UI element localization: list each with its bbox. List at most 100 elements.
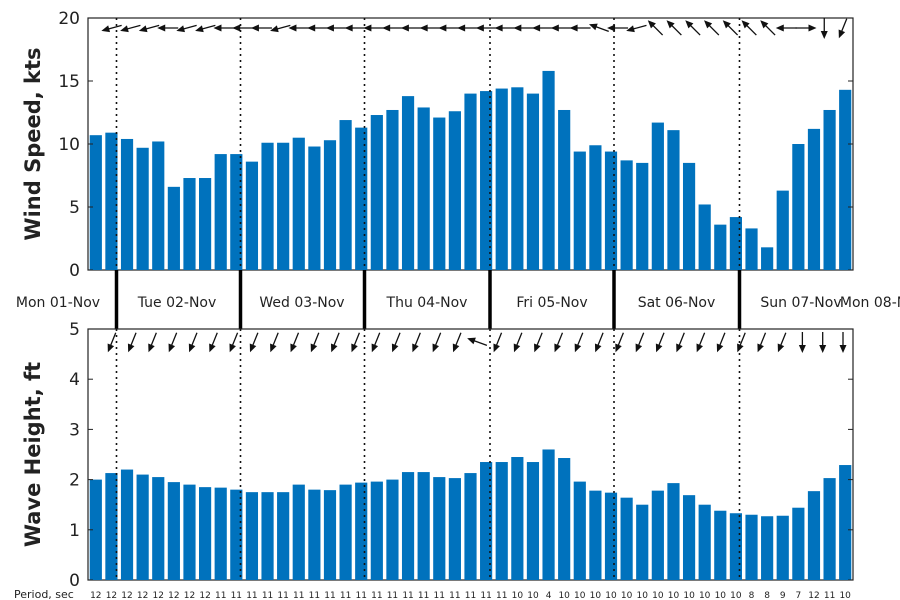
panel-1-direction-arrow-head-30: [714, 343, 723, 353]
panel-0-bar-3: [137, 148, 149, 270]
panel-0-bar-2: [121, 139, 133, 270]
panel-1-direction-arrow-head-12: [348, 343, 357, 353]
panel-1-direction-arrow-34: [799, 332, 806, 353]
panel-0-direction-arrow-head-39: [836, 29, 845, 39]
panel-0-bar-5: [168, 187, 180, 270]
panel-1-bar-38: [683, 495, 695, 580]
panel-0-bar-45: [792, 144, 804, 270]
panel-0-direction-arrow-25: [570, 25, 591, 32]
panel-1-direction-arrow-head-11: [328, 343, 337, 353]
panel-1-direction-arrow-14: [389, 331, 403, 353]
panel-0-direction-arrow-head-19: [457, 25, 465, 32]
panel-0-direction-arrow-2: [138, 22, 160, 34]
panel-1-bar-20: [402, 472, 414, 580]
panel-1-direction-arrow-24: [592, 331, 606, 353]
panel-1-direction-arrow-18: [466, 335, 488, 349]
period-label-33: 10: [605, 591, 617, 600]
period-label-39: 10: [699, 591, 711, 600]
panel-1-direction-arrow-17: [450, 331, 464, 353]
period-label-19: 11: [387, 591, 398, 600]
panel-1-bar-30: [558, 458, 570, 580]
panel-0-direction-arrow-3: [157, 25, 178, 32]
period-label-6: 12: [184, 591, 195, 600]
panel-0-direction-arrow-head-2: [138, 25, 148, 34]
panel-1-bar-28: [527, 462, 539, 580]
panel-0-direction-arrow-9: [269, 22, 291, 34]
panel-0-direction-arrow-38: [821, 18, 828, 39]
panel-1-direction-arrow-head-28: [673, 343, 682, 353]
period-label-43: 8: [764, 591, 770, 600]
panel-1-bar-19: [386, 480, 398, 580]
panel-0-bar-8: [215, 154, 227, 270]
panel-0-direction-arrow-24: [551, 25, 572, 32]
period-label-34: 10: [621, 591, 633, 600]
panel-0-ytick-label-0: 0: [69, 261, 80, 281]
panel-0-bar-17: [355, 128, 367, 270]
period-label-20: 11: [402, 591, 413, 600]
panel-0-direction-arrow-head-15: [382, 25, 390, 32]
panel-1-direction-arrow-16: [430, 331, 444, 353]
panel-0-bar-38: [683, 163, 695, 270]
panel-1-bar-24: [464, 473, 476, 580]
panel-1-direction-arrow-head-2: [145, 343, 154, 353]
marine-forecast-chart: 05101520Wind Speed, kts Mon 01-Nov Tue 02…: [0, 0, 900, 600]
panel-1-direction-arrow-head-20: [511, 343, 520, 353]
panel-0-bar-47: [823, 110, 835, 270]
panel-1-direction-arrow-head-14: [389, 343, 398, 353]
panel-0-bar-15: [324, 140, 336, 270]
period-label-17: 11: [355, 591, 366, 600]
panel-0-ytick-label-15: 15: [58, 72, 80, 92]
panel-0-bar-0: [90, 135, 102, 270]
day-label-0: Mon 01-Nov: [16, 295, 100, 311]
panel-1-bar-26: [496, 462, 508, 580]
period-label-40: 10: [715, 591, 727, 600]
panel-1-bar-21: [418, 472, 430, 580]
panel-0-bar-36: [652, 123, 664, 270]
panel-0-direction-arrow-37: [796, 25, 817, 32]
panel-1-bar-44: [777, 516, 789, 580]
panel-0-bar-23: [449, 111, 461, 270]
panel-1-direction-arrow-35: [819, 332, 826, 353]
panel-1-bar-4: [152, 477, 164, 580]
panel-1-direction-arrow-head-21: [531, 343, 540, 353]
panel-1-direction-arrow-head-5: [206, 343, 215, 353]
panel-1-direction-arrow-32: [754, 331, 768, 353]
panel-0-direction-arrow-head-27: [607, 25, 615, 32]
panel-0-direction-arrow-head-20: [476, 25, 484, 32]
panel-0-direction-arrow-head-24: [551, 25, 559, 32]
panel-0-direction-arrow-head-21: [495, 25, 503, 32]
panel-0-direction-arrow-head-36: [776, 25, 784, 32]
panel-0-direction-arrow-29: [645, 18, 665, 38]
panel-0-direction-arrow-head-25: [570, 25, 578, 32]
panel-1-bar-43: [761, 516, 773, 580]
panel-0-direction-arrow-head-26: [588, 21, 598, 30]
period-label-22: 11: [434, 591, 445, 600]
panel-1-direction-arrow-head-18: [466, 335, 476, 344]
period-label-45: 7: [795, 591, 801, 600]
panel-1-bar-17: [355, 483, 367, 580]
panel-0-direction-arrow-10: [288, 25, 309, 32]
wave-height-panel: 012345Wave Height, ft: [21, 320, 853, 591]
day-label-6: Sun 07-Nov: [760, 295, 841, 311]
panel-0-direction-arrow-head-5: [194, 25, 204, 34]
panel-0-direction-arrow-head-4: [175, 25, 185, 34]
period-label-11: 11: [262, 591, 273, 600]
period-label-21: 11: [418, 591, 429, 600]
panel-1-direction-arrow-8: [267, 331, 281, 353]
panel-1-bar-32: [589, 491, 601, 580]
panel-0-bar-35: [636, 163, 648, 270]
panel-1-direction-arrow-head-17: [450, 343, 459, 353]
panel-0-direction-arrow-6: [213, 25, 234, 32]
panel-0-bar-43: [761, 247, 773, 270]
period-label-46: 12: [808, 591, 819, 600]
panel-0-direction-arrow-27: [607, 25, 628, 32]
period-label-3: 12: [137, 591, 148, 600]
panel-1-direction-arrow-33: [775, 331, 789, 353]
period-axis-title: Period, sec: [14, 588, 74, 600]
period-label-2: 12: [121, 591, 132, 600]
panel-1-direction-arrow-4: [186, 331, 200, 353]
panel-0-direction-arrow-26: [588, 21, 610, 35]
panel-1-bar-13: [293, 485, 305, 580]
panel-1-bar-14: [308, 490, 320, 580]
panel-1-direction-arrow-27: [653, 331, 667, 353]
